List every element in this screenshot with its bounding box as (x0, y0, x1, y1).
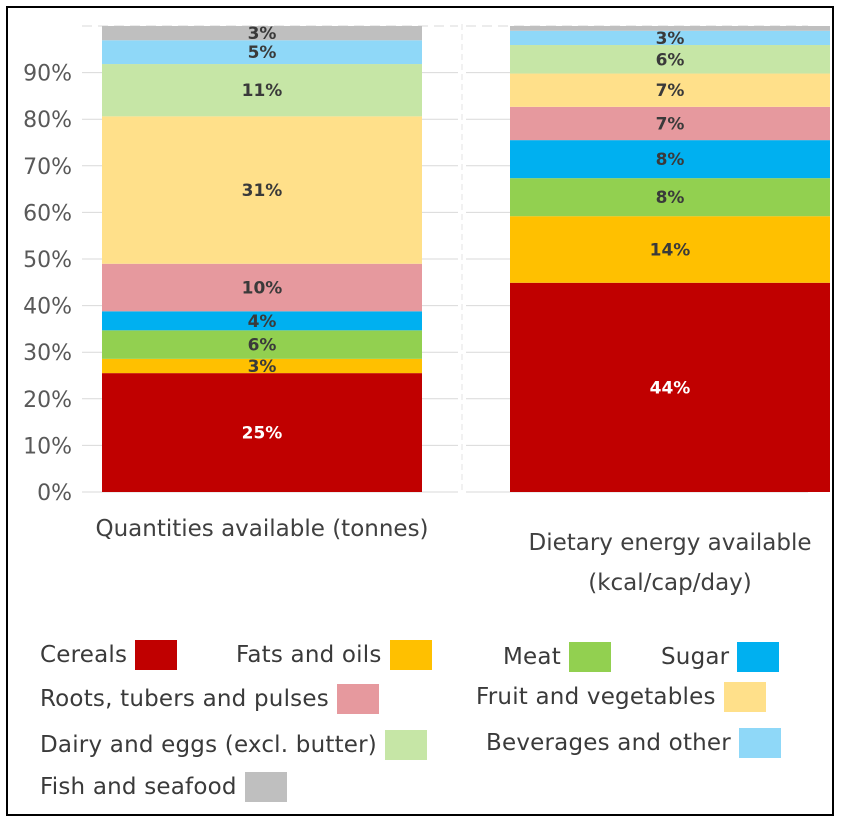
y-tick-label: 0% (37, 481, 72, 506)
data-label: 25% (242, 424, 283, 444)
data-label: 8% (656, 150, 685, 170)
bar-segment (510, 73, 830, 107)
legend-item-fats-and-oils: Fats and oils (236, 640, 432, 670)
bar-segment (102, 311, 422, 331)
y-tick-label: 20% (23, 388, 72, 413)
data-label: 44% (650, 378, 691, 398)
legend-swatch (389, 640, 432, 670)
legend-item-cereals: Cereals (40, 640, 178, 670)
stacked-bar-chart: 0%10%20%30%40%50%60%70%80%90%25%3%6%4%10… (23, 20, 830, 596)
x-category-label: Quantities available (tonnes) (95, 516, 428, 542)
bar-segment (102, 40, 422, 65)
legend-item-meat: Meat (503, 642, 611, 672)
legend-swatch (135, 640, 178, 670)
y-tick-label: 80% (23, 108, 72, 133)
data-label: 6% (656, 50, 685, 70)
data-label: 6% (248, 336, 277, 356)
bar-segment (510, 106, 830, 141)
bar-segment (510, 30, 830, 46)
legend-swatch (737, 642, 780, 672)
legend-item-beverages-and-other: Beverages and other (486, 728, 781, 758)
y-tick-label: 90% (23, 62, 72, 87)
data-label: 31% (242, 181, 283, 201)
bar-segment (102, 330, 422, 359)
legend-swatch (738, 728, 781, 758)
legend-label: Meat (503, 644, 561, 670)
legend-swatch (244, 772, 287, 802)
legend-label: Cereals (40, 642, 128, 668)
legend-item-roots-tubers-pulses: Roots, tubers and pulses (40, 684, 379, 714)
bar-segment (102, 373, 422, 492)
bar-segment (102, 64, 422, 117)
x-category-label: (kcal/cap/day) (588, 570, 752, 596)
bar-segment (102, 26, 422, 41)
legend-label: Sugar (661, 644, 730, 670)
bar-segment (102, 116, 422, 264)
data-label: 7% (656, 114, 685, 134)
y-tick-label: 50% (23, 248, 72, 273)
bar-segment (510, 282, 830, 492)
data-label: 3% (656, 29, 685, 49)
bar-segment (102, 263, 422, 312)
legend-item-fish-and-seafood: Fish and seafood (40, 772, 287, 802)
legend-label: Fruit and vegetables (476, 684, 716, 710)
legend-swatch (723, 682, 766, 712)
legend-label: Beverages and other (486, 730, 731, 756)
data-label: 4% (248, 312, 277, 332)
y-tick-label: 10% (23, 434, 72, 459)
data-label: 10% (242, 279, 283, 299)
data-label: 5% (248, 43, 277, 63)
bar-segment (510, 26, 830, 31)
legend-swatch (568, 642, 611, 672)
legend-swatch (336, 684, 379, 714)
x-category-label: Dietary energy available (528, 530, 811, 556)
y-tick-label: 40% (23, 295, 72, 320)
legend-label: Fish and seafood (40, 774, 237, 800)
bar-segment (102, 358, 422, 374)
chart-frame: 0% 10% 20% 30% 40% 50% 60% 70% 80% 90% 25% 3% 6% 4% 10… (6, 6, 834, 816)
bar-segment (510, 140, 830, 179)
data-label: 3% (248, 357, 277, 377)
bar-segment (510, 178, 830, 217)
y-tick-label: 30% (23, 341, 72, 366)
data-label: 8% (656, 188, 685, 208)
legend-label: Dairy and eggs (excl. butter) (40, 732, 377, 758)
legend-item-fruit-and-vegetables: Fruit and vegetables (476, 682, 766, 712)
data-label: 3% (248, 24, 277, 44)
data-label: 14% (650, 240, 691, 260)
data-label: 11% (242, 81, 283, 101)
legend-label: Fats and oils (236, 642, 382, 668)
data-label: 7% (656, 81, 685, 101)
legend-item-dairy-and-eggs: Dairy and eggs (excl. butter) (40, 730, 427, 760)
legend-item-sugar: Sugar (661, 642, 780, 672)
y-tick-label: 60% (23, 201, 72, 226)
bar-segment (510, 216, 830, 283)
legend-label: Roots, tubers and pulses (40, 686, 329, 712)
y-tick-label: 70% (23, 155, 72, 180)
bar-segment (510, 45, 830, 74)
legend-swatch (384, 730, 427, 760)
